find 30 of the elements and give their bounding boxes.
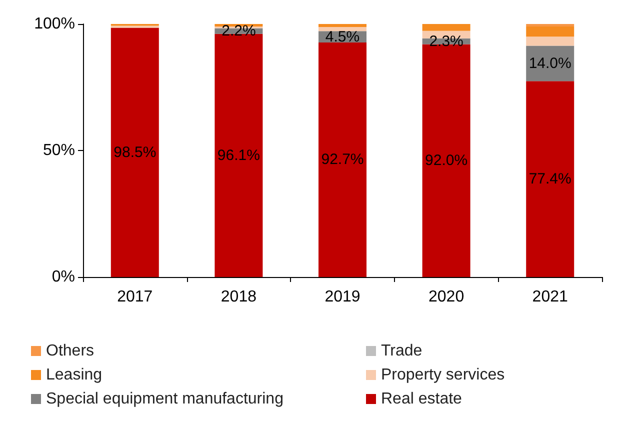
legend-label: Trade: [381, 342, 422, 360]
bar: [110, 28, 159, 277]
data-label: 92.0%: [425, 152, 468, 170]
x-tick-label: 2018: [220, 288, 257, 306]
y-tick-label: 100%: [34, 16, 75, 32]
y-tick-label: 50%: [42, 142, 75, 159]
data-label: 77.4%: [528, 170, 572, 188]
x-tick-label: 2020: [428, 288, 464, 306]
x-tick-label: 2019: [324, 288, 360, 306]
legend-label: Real estate: [381, 390, 462, 408]
bar: [422, 24, 470, 31]
data-label: 96.1%: [217, 146, 260, 164]
legend-label: Others: [46, 342, 94, 360]
legend-label: Special equipment manufacturing: [46, 390, 284, 408]
bar: [318, 24, 366, 28]
data-label: 14.0%: [528, 54, 572, 72]
bar: [526, 81, 574, 277]
data-label: 98.5%: [114, 144, 156, 161]
legend-label: Leasing: [46, 366, 102, 384]
bar: [526, 24, 574, 27]
bar: [318, 42, 366, 277]
bar: [318, 27, 366, 32]
data-label: 4.5%: [325, 28, 360, 46]
bar: [526, 26, 574, 37]
bar: [526, 36, 574, 46]
x-tick-label: 2021: [532, 288, 568, 306]
y-tick-label: 0%: [52, 268, 75, 286]
legend-label: Property services: [381, 366, 505, 384]
x-tick-label: 2017: [117, 288, 153, 306]
data-label: 92.7%: [321, 151, 364, 168]
